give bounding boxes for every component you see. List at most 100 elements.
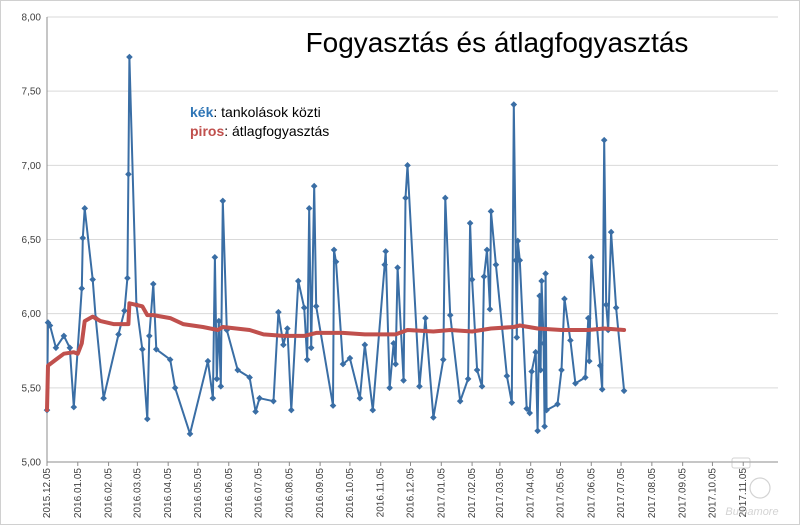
x-tick-labels: 2015.12.05 2016.01.05 2016.02.05 2016.03.05… <box>42 468 749 518</box>
legend-key-red: piros <box>190 123 224 139</box>
watermark-icon <box>731 457 751 469</box>
data-point-marker <box>115 331 122 338</box>
x-tick-label: 2017.01.05 <box>436 468 447 518</box>
data-point-marker <box>523 405 531 412</box>
data-point-marker <box>186 430 194 438</box>
data-point-marker <box>81 205 89 212</box>
data-point-marker <box>284 325 291 332</box>
data-point-marker <box>307 344 315 352</box>
data-point-marker <box>466 219 474 227</box>
data-point-marker <box>612 304 620 312</box>
data-point-marker <box>219 197 227 205</box>
data-point-marker <box>513 334 521 341</box>
data-point-marker <box>558 366 565 374</box>
series <box>43 53 628 438</box>
x-tick-label: 2016.06.05 <box>224 468 235 518</box>
data-point-marker <box>503 372 511 380</box>
data-point-marker <box>149 280 157 288</box>
data-point-marker <box>439 356 447 363</box>
x-tick-label: 2017.04.05 <box>526 468 537 518</box>
data-point-marker <box>152 345 160 353</box>
y-tick-label: 5,50 <box>22 383 42 394</box>
y-tick-label: 7,00 <box>22 161 42 172</box>
data-point-marker <box>303 356 311 363</box>
data-point-marker <box>584 314 592 322</box>
data-point-marker <box>144 415 151 423</box>
data-point-marker <box>600 136 608 144</box>
y-tick-label: 8,00 <box>22 13 42 24</box>
data-point-marker <box>288 406 295 414</box>
data-point-marker <box>89 276 96 283</box>
data-point-marker <box>275 308 282 316</box>
data-point-marker <box>528 368 535 375</box>
legend-key-blue: kék <box>190 104 214 120</box>
data-point-marker <box>430 414 437 421</box>
data-point-marker <box>330 246 338 254</box>
x-tick-label: 2017.11.05 <box>738 468 749 518</box>
watermark-logo: Bulbamore <box>725 457 779 518</box>
data-point-marker <box>294 277 302 285</box>
data-point-marker <box>211 254 219 261</box>
data-point-marker <box>171 384 179 392</box>
x-tick-label: 2016.03.05 <box>132 468 143 518</box>
data-point-marker <box>446 311 454 319</box>
data-point-marker <box>234 366 241 374</box>
data-point-marker <box>356 394 364 402</box>
data-point-marker <box>78 285 86 292</box>
data-point-marker <box>70 403 78 411</box>
data-point-marker <box>392 360 399 368</box>
data-point-marker <box>512 256 520 264</box>
x-tick-label: 2017.02.05 <box>467 468 478 518</box>
data-point-marker <box>252 408 259 415</box>
data-point-marker <box>146 332 153 340</box>
x-tick-label: 2016.08.05 <box>284 468 295 518</box>
data-point-marker <box>620 387 628 395</box>
data-point-marker <box>52 344 60 352</box>
data-point-marker <box>492 261 500 269</box>
x-tick-label: 2017.08.05 <box>647 468 658 518</box>
data-point-marker <box>386 384 393 392</box>
data-point-marker <box>543 406 550 414</box>
data-point-marker <box>582 374 589 381</box>
legend: kék: tankolások közti piros: átlagfogyas… <box>190 104 329 139</box>
data-point-marker <box>587 254 595 261</box>
x-tick-label: 2016.05.05 <box>193 468 204 518</box>
data-point-marker <box>124 274 131 282</box>
data-point-marker <box>125 170 132 178</box>
data-point-marker <box>166 356 174 363</box>
data-point-marker <box>332 258 340 266</box>
data-point-marker <box>382 248 389 255</box>
data-point-marker <box>223 326 231 334</box>
data-point-marker <box>536 292 543 300</box>
data-point-marker <box>46 322 54 329</box>
data-point-marker <box>256 394 263 402</box>
x-tick-label: 2016.12.05 <box>406 468 417 518</box>
data-point-marker <box>508 399 516 406</box>
x-tick-label: 2017.03.05 <box>495 468 506 518</box>
data-point-marker <box>526 409 533 417</box>
data-point-marker <box>486 305 494 313</box>
legend-text-blue: : tankolások közti <box>213 104 320 120</box>
data-point-marker <box>209 394 217 402</box>
watermark-ring <box>749 477 771 499</box>
data-point-marker <box>361 341 369 349</box>
data-point-marker <box>339 360 347 368</box>
y-tick-labels: 5,00 5,50 6,00 6,50 7,00 7,50 8,00 <box>22 13 42 469</box>
data-point-marker <box>312 302 320 310</box>
data-point-marker <box>422 314 429 322</box>
data-point-marker <box>473 366 481 374</box>
data-point-marker <box>126 53 133 61</box>
data-point-marker <box>468 276 476 283</box>
x-tick-label: 2016.11.05 <box>376 468 387 518</box>
data-point-marker <box>300 304 308 312</box>
data-point-marker <box>585 357 593 365</box>
data-point-marker <box>400 377 407 384</box>
y-tick-label: 6,50 <box>22 235 42 246</box>
data-point-marker <box>538 277 545 285</box>
data-point-marker <box>487 208 495 215</box>
y-tick-label: 5,00 <box>22 458 42 469</box>
x-tick-label: 2016.01.05 <box>73 468 84 518</box>
data-point-marker <box>478 383 486 390</box>
x-tick-label: 2017.05.05 <box>555 468 566 518</box>
